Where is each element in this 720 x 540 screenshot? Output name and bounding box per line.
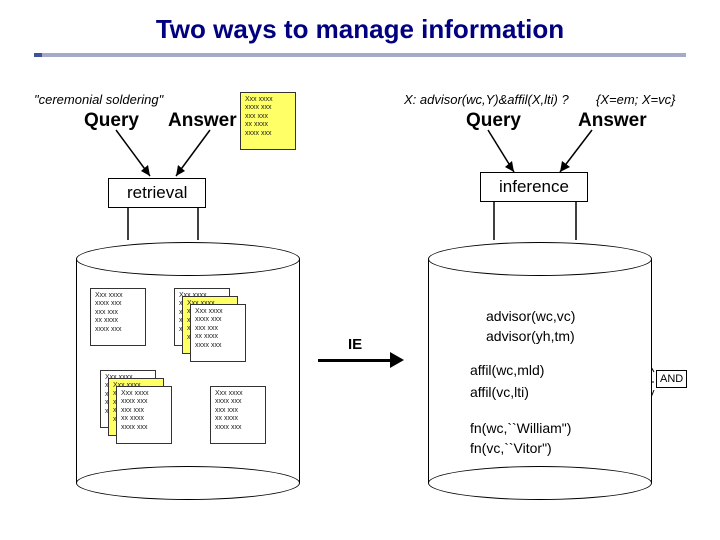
right-answer-example: {X=em; X=vc} [596,92,676,107]
fact-1: advisor(wc,vc) [486,308,575,324]
right-answer-label: Answer [578,110,647,132]
fact-3: affil(wc,mld) [470,362,544,378]
retrieval-box: retrieval [108,178,206,208]
fact-5: fn(wc,``William") [470,420,571,436]
ie-label: IE [348,336,362,353]
fact-2: advisor(yh,tm) [486,328,575,344]
answer-doc: Xxx xxxxxxxx xxxxxx xxxxx xxxxxxxx xxx [240,92,296,150]
and-box: AND [656,370,687,388]
fact-6: fn(vc,``Vitor") [470,440,552,456]
left-query-example: "ceremonial soldering" [34,92,163,107]
left-answer-label: Answer [168,110,237,132]
fact-4: affil(vc,lti) [470,384,529,400]
right-query-label: Query [466,110,521,132]
right-query-example: X: advisor(wc,Y)&affil(X,lti) ? [404,92,569,107]
left-query-label: Query [84,110,139,132]
inference-box: inference [480,172,588,202]
